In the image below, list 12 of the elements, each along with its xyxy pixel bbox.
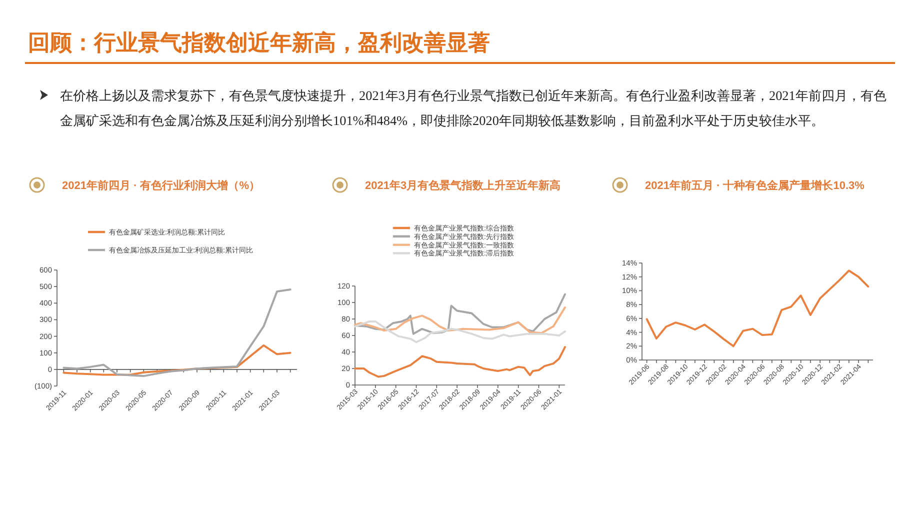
text: 在价格上扬以及需求复苏下，有色景气度快速提升，2021年3月有色行业景气指数已创近年来新高。有色行业盈利改善显著，2021年前四月，有色金属矿采选和有色金属冶炼及压延利润分别增长101%和484%，即使排除2020年同期较低基数影响，目前盈利水平处于历史较佳水平。: [60, 87, 888, 130]
line-series: [354, 306, 566, 334]
text: 回顾：行业景气指数创近年新高，盈利改善显著: [28, 29, 490, 57]
chart-title: 2021年前四月 · 有色行业利润大增（%）: [62, 179, 260, 192]
line-series: [354, 293, 566, 335]
chart-title: 2021年前五月 · 十种有色金属产量增长10.3%: [645, 179, 865, 192]
line-series: [354, 320, 566, 344]
line-series: [646, 270, 870, 348]
chart-title: 2021年3月有色景气指数上升至近年新高: [365, 179, 561, 192]
line-series: [62, 344, 292, 376]
line-series: [354, 346, 566, 378]
line-series: [62, 288, 292, 378]
